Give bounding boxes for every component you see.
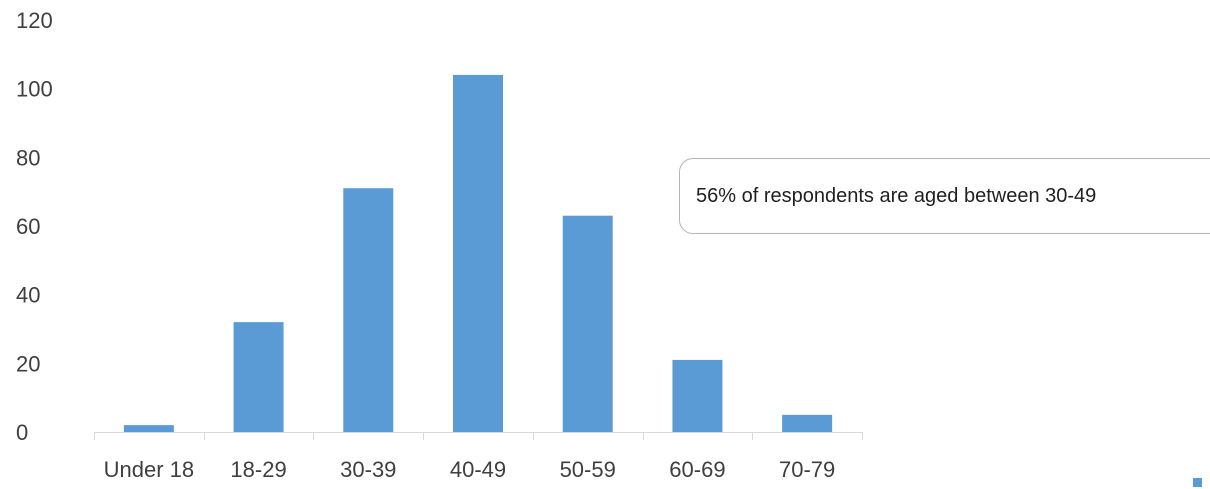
y-tick-label: 60 <box>16 214 40 239</box>
bar-70-79 <box>782 414 833 432</box>
x-category-label: 40-49 <box>450 457 506 482</box>
x-category-label: 18-29 <box>230 457 286 482</box>
y-tick-label: 120 <box>16 8 53 33</box>
y-tick-label: 80 <box>16 145 40 170</box>
x-category-label: 30-39 <box>340 457 396 482</box>
annotation-callout: 56% of respondents are aged between 30-4… <box>679 158 1210 234</box>
bar-60-69 <box>672 359 723 432</box>
y-tick-label: 100 <box>16 77 53 102</box>
bar-40-49 <box>453 74 503 432</box>
y-tick-label: 0 <box>16 420 28 445</box>
y-tick-label: 40 <box>16 283 40 308</box>
y-tick-label: 20 <box>16 351 40 376</box>
bar-30-39 <box>343 188 394 432</box>
annotation-text: 56% of respondents are aged between 30-4… <box>696 184 1097 207</box>
bar-18-29 <box>233 322 284 432</box>
x-category-label: 50-59 <box>560 457 616 482</box>
x-axis: Under 18 18-29 30-39 40-49 50-59 60-69 70-79 <box>94 432 863 482</box>
y-axis: 0 20 40 60 80 100 120 <box>16 8 53 445</box>
legend-swatch <box>1193 478 1202 487</box>
x-category-label: 60-69 <box>669 457 725 482</box>
x-category-label: 70-79 <box>779 457 835 482</box>
x-category-label: Under 18 <box>104 457 195 482</box>
bar-50-59 <box>562 215 613 432</box>
bar-under-18 <box>123 425 174 432</box>
bars <box>123 74 833 432</box>
